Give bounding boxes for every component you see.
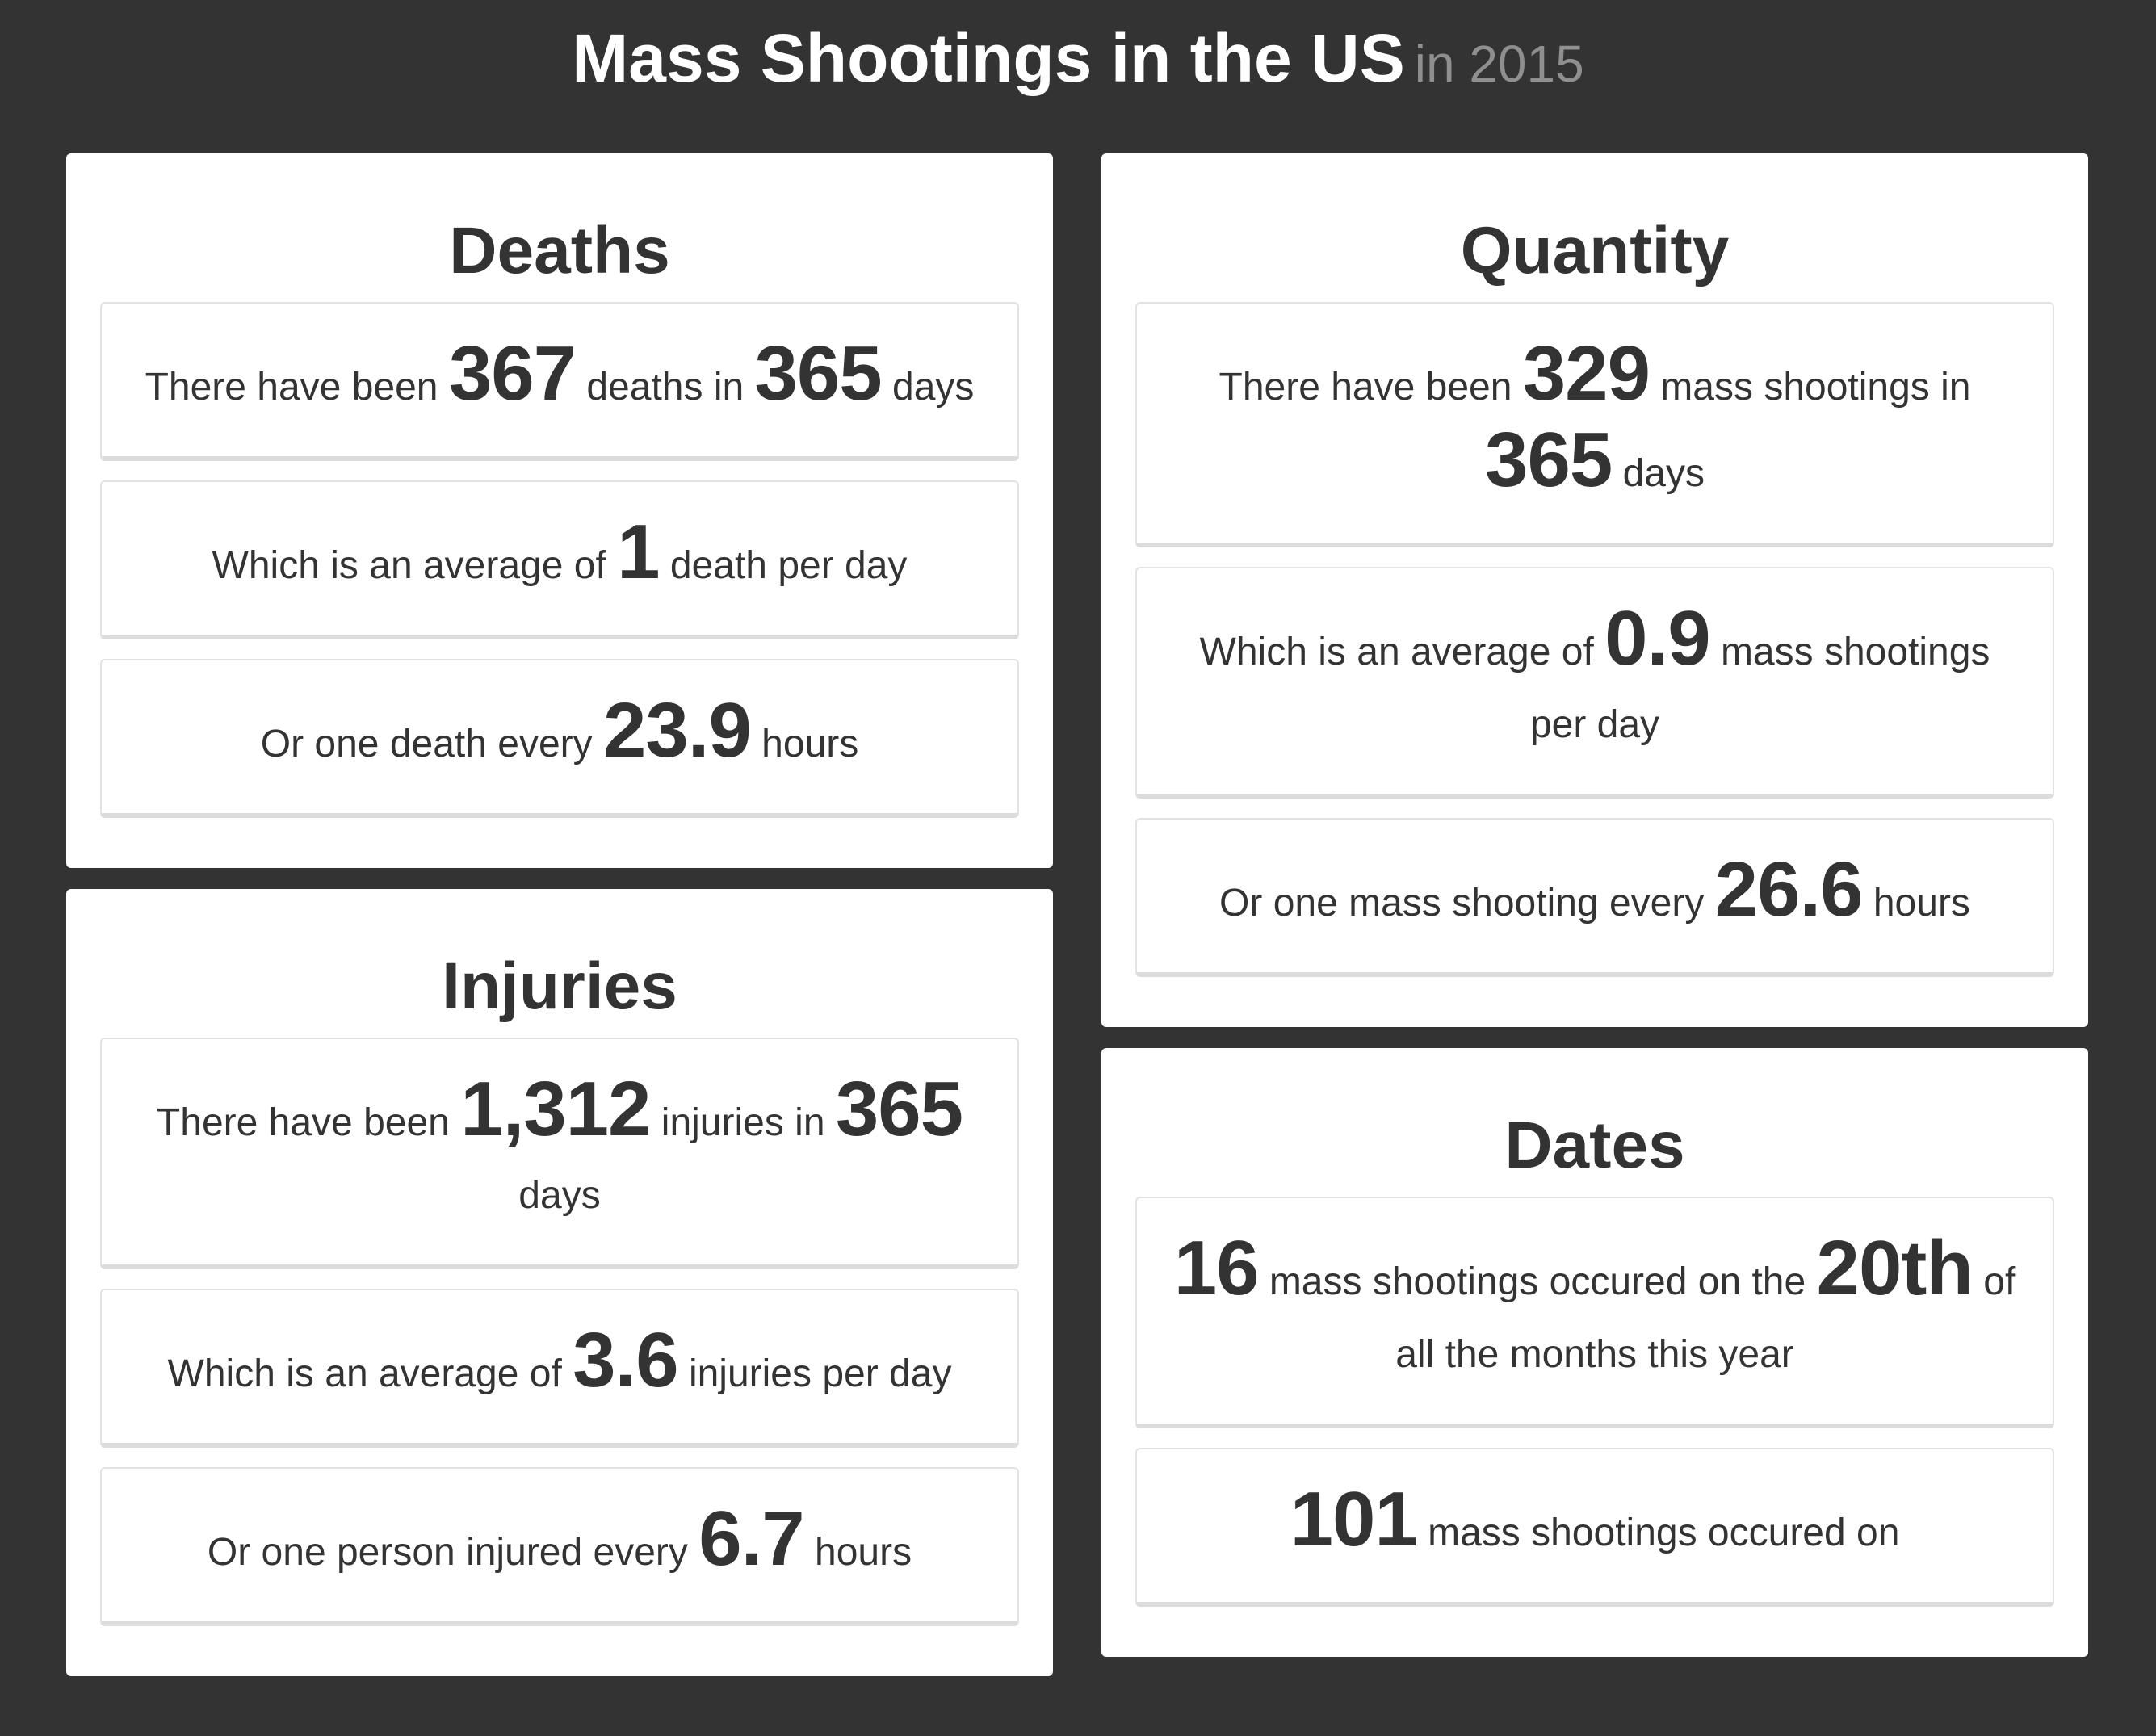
stat-text: There have been bbox=[156, 1101, 450, 1144]
deaths-count: 367 bbox=[448, 330, 577, 417]
injuries-total-stat: There have been 1,312 injuries in 365 da… bbox=[100, 1038, 1019, 1269]
deaths-per-day-value: 1 bbox=[617, 509, 660, 595]
stat-text: days bbox=[892, 366, 975, 409]
stat-text: mass shootings occured on the bbox=[1269, 1260, 1806, 1303]
dates-weekday-stat: 101 mass shootings occured on bbox=[1135, 1448, 2054, 1607]
shootings-on-20th-count: 16 bbox=[1173, 1225, 1260, 1311]
page-year: in 2015 bbox=[1414, 35, 1584, 93]
stat-text: There have been bbox=[1219, 366, 1512, 409]
quantity-panel: Quantity There have been 329 mass shooti… bbox=[1101, 153, 2088, 1027]
injuries-count: 1,312 bbox=[460, 1066, 651, 1152]
deaths-total-stat: There have been 367 deaths in 365 days bbox=[100, 302, 1019, 461]
dates-20th-stat: 16 mass shootings occured on the 20th of… bbox=[1135, 1197, 2054, 1428]
stat-text: hours bbox=[1873, 882, 1970, 925]
right-column: Quantity There have been 329 mass shooti… bbox=[1101, 153, 2088, 1678]
stat-text: mass shootings occured on bbox=[1428, 1512, 1900, 1554]
day-of-month: 20th bbox=[1816, 1225, 1974, 1311]
injuries-interval-stat: Or one person injured every 6.7 hours bbox=[100, 1467, 1019, 1626]
stat-text: mass shootings per day bbox=[1529, 631, 1990, 746]
deaths-panel: Deaths There have been 367 deaths in 365… bbox=[66, 153, 1053, 868]
stat-text: injuries per day bbox=[688, 1352, 952, 1395]
stat-text: deaths in bbox=[586, 366, 745, 409]
quantity-title: Quantity bbox=[1460, 214, 1730, 287]
stat-text: Which is an average of bbox=[1199, 631, 1594, 673]
shootings-per-day-value: 0.9 bbox=[1604, 595, 1710, 681]
injuries-per-day-value: 3.6 bbox=[573, 1317, 678, 1403]
dates-title: Dates bbox=[1504, 1109, 1685, 1182]
shootings-count: 329 bbox=[1522, 330, 1651, 417]
stat-text: Or one person injured every bbox=[207, 1531, 688, 1574]
stat-text: Which is an average of bbox=[212, 544, 606, 587]
injuries-panel: Injuries There have been 1,312 injuries … bbox=[66, 889, 1053, 1676]
deaths-per-day-stat: Which is an average of 1 death per day bbox=[100, 480, 1019, 639]
injuries-per-day-stat: Which is an average of 3.6 injuries per … bbox=[100, 1289, 1019, 1448]
days-count: 365 bbox=[754, 330, 883, 417]
left-column: Deaths There have been 367 deaths in 365… bbox=[66, 153, 1053, 1697]
stat-text: hours bbox=[761, 723, 859, 765]
deaths-interval-value: 23.9 bbox=[602, 687, 752, 774]
quantity-interval-stat: Or one mass shooting every 26.6 hours bbox=[1135, 818, 2054, 977]
injuries-title: Injuries bbox=[442, 950, 677, 1023]
days-count: 365 bbox=[835, 1066, 963, 1152]
dates-panel: Dates 16 mass shootings occured on the 2… bbox=[1101, 1048, 2088, 1657]
shootings-interval-value: 26.6 bbox=[1714, 846, 1864, 933]
deaths-interval-stat: Or one death every 23.9 hours bbox=[100, 659, 1019, 818]
stat-text: Or one death every bbox=[260, 723, 593, 765]
page-header: Mass Shootings in the US in 2015 bbox=[0, 0, 2156, 121]
stat-text: days bbox=[518, 1174, 601, 1217]
stat-text: Or one mass shooting every bbox=[1219, 882, 1705, 925]
page-title: Mass Shootings in the US bbox=[572, 20, 1405, 96]
shootings-on-day-count: 101 bbox=[1290, 1476, 1418, 1562]
stat-text: death per day bbox=[669, 544, 908, 587]
stat-text: mass shootings in bbox=[1660, 366, 1971, 409]
stat-text: There have been bbox=[145, 366, 438, 409]
stat-text: days bbox=[1622, 452, 1705, 495]
stat-text: injuries in bbox=[661, 1101, 825, 1144]
stat-text: Which is an average of bbox=[167, 1352, 562, 1395]
quantity-per-day-stat: Which is an average of 0.9 mass shooting… bbox=[1135, 567, 2054, 799]
days-count: 365 bbox=[1485, 417, 1613, 503]
deaths-title: Deaths bbox=[449, 214, 670, 287]
stat-text: hours bbox=[815, 1531, 912, 1574]
injuries-interval-value: 6.7 bbox=[698, 1495, 804, 1582]
stat-text: of all the months this year bbox=[1395, 1260, 2016, 1376]
quantity-total-stat: There have been 329 mass shootings in 36… bbox=[1135, 302, 2054, 547]
